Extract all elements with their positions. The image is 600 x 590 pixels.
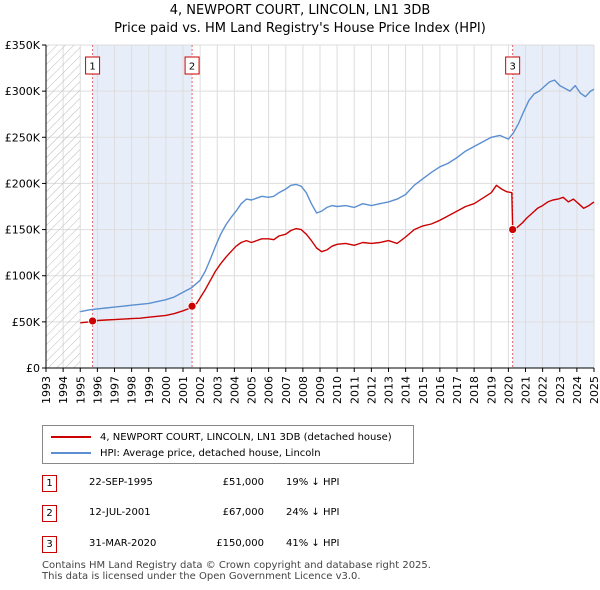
legend-swatch-property: [51, 436, 91, 438]
x-tick-label: 2022: [537, 376, 550, 404]
x-tick-label: 1996: [91, 376, 104, 404]
marker-box: [85, 56, 101, 75]
legend-swatch-hpi: [51, 452, 91, 454]
x-tick-label: 2006: [263, 376, 276, 404]
marker-box: [184, 56, 200, 75]
hpi-line: [80, 79, 595, 313]
transaction-number: 3: [42, 536, 57, 553]
x-tick-label: 1997: [109, 376, 122, 404]
sale-point: [187, 301, 197, 311]
sale-point: [508, 225, 518, 234]
x-tick-label: 2011: [348, 376, 361, 404]
x-tick-label: 2018: [468, 376, 481, 404]
y-tick-label: £0: [26, 362, 40, 375]
x-tick-label: 2002: [194, 376, 207, 404]
marker-label: 1: [89, 62, 95, 73]
legend-item-hpi: HPI: Average price, detached house, Linc…: [51, 446, 321, 460]
x-tick-label: 2009: [314, 376, 327, 404]
transaction-hpi-diff: 19% ↓ HPI: [286, 477, 340, 488]
transaction-price: £51,000: [222, 477, 264, 488]
x-tick-label: 2014: [400, 376, 413, 404]
x-tick-label: 2021: [520, 376, 533, 404]
x-tick-label: 2010: [331, 376, 344, 404]
transaction-date: 22-SEP-1995: [89, 477, 153, 488]
x-tick-label: 2017: [451, 376, 464, 404]
legend-label-hpi: HPI: Average price, detached house, Linc…: [100, 447, 321, 459]
property-price-line: [80, 184, 595, 324]
marker-label: 2: [189, 62, 195, 73]
transaction-number: 2: [42, 505, 57, 522]
marker-label: 3: [509, 62, 515, 73]
shaded-interval: [512, 45, 594, 368]
x-tick-label: 2003: [211, 376, 224, 404]
transaction-price: £67,000: [222, 507, 264, 518]
x-tick-label: 1995: [74, 376, 87, 404]
x-tick-label: 1993: [40, 376, 53, 404]
y-tick-label: £100K: [5, 270, 41, 283]
x-tick-label: 2004: [228, 376, 241, 404]
transaction-date: 12-JUL-2001: [89, 507, 151, 518]
footer-licence: This data is licensed under the Open Gov…: [42, 571, 361, 582]
hatched-region: [46, 45, 81, 368]
x-tick-label: 2007: [280, 376, 293, 404]
legend-item-property: 4, NEWPORT COURT, LINCOLN, LN1 3DB (deta…: [51, 430, 392, 444]
x-tick-label: 2008: [297, 376, 310, 404]
x-tick-label: 1998: [126, 376, 139, 404]
x-tick-label: 2019: [485, 376, 498, 404]
x-tick-label: 2020: [502, 376, 515, 404]
x-tick-label: 2000: [160, 376, 173, 404]
x-tick-label: 1999: [143, 376, 156, 404]
transaction-date: 31-MAR-2020: [89, 538, 157, 549]
chart-title: 4, NEWPORT COURT, LINCOLN, LN1 3DB: [169, 3, 431, 18]
legend-label-property: 4, NEWPORT COURT, LINCOLN, LN1 3DB (deta…: [100, 431, 392, 443]
x-tick-label: 2023: [554, 376, 567, 404]
x-tick-label: 2013: [383, 376, 396, 404]
transaction-hpi-diff: 24% ↓ HPI: [286, 507, 340, 518]
marker-box: [505, 56, 521, 75]
x-tick-label: 1994: [57, 376, 70, 404]
y-tick-label: £250K: [5, 131, 41, 144]
x-tick-label: 2025: [588, 376, 600, 404]
shaded-interval: [92, 45, 193, 368]
x-tick-label: 2015: [417, 376, 430, 404]
y-tick-label: £50K: [12, 316, 41, 329]
x-tick-label: 2001: [177, 376, 190, 404]
x-tick-label: 2024: [571, 376, 584, 404]
y-tick-label: £150K: [5, 224, 41, 237]
legend: 4, NEWPORT COURT, LINCOLN, LN1 3DB (deta…: [42, 425, 414, 464]
price-chart: 1 2 3 £0 £50K £100K £150K £200K £250K £300K £350K…: [5, 39, 600, 404]
chart-subtitle: Price paid vs. HM Land Registry's House …: [114, 21, 486, 36]
transaction-number: 1: [42, 475, 57, 492]
y-tick-label: £350K: [5, 39, 41, 52]
footer-copyright: Contains HM Land Registry data © Crown c…: [42, 560, 431, 571]
transaction-hpi-diff: 41% ↓ HPI: [286, 538, 340, 549]
x-tick-label: 2012: [365, 376, 378, 404]
x-tick-label: 2016: [434, 376, 447, 404]
sale-point: [88, 316, 97, 326]
y-tick-label: £300K: [5, 85, 41, 98]
y-tick-label: £200K: [5, 177, 41, 190]
x-tick-label: 2005: [246, 376, 259, 404]
transaction-price: £150,000: [216, 538, 264, 549]
